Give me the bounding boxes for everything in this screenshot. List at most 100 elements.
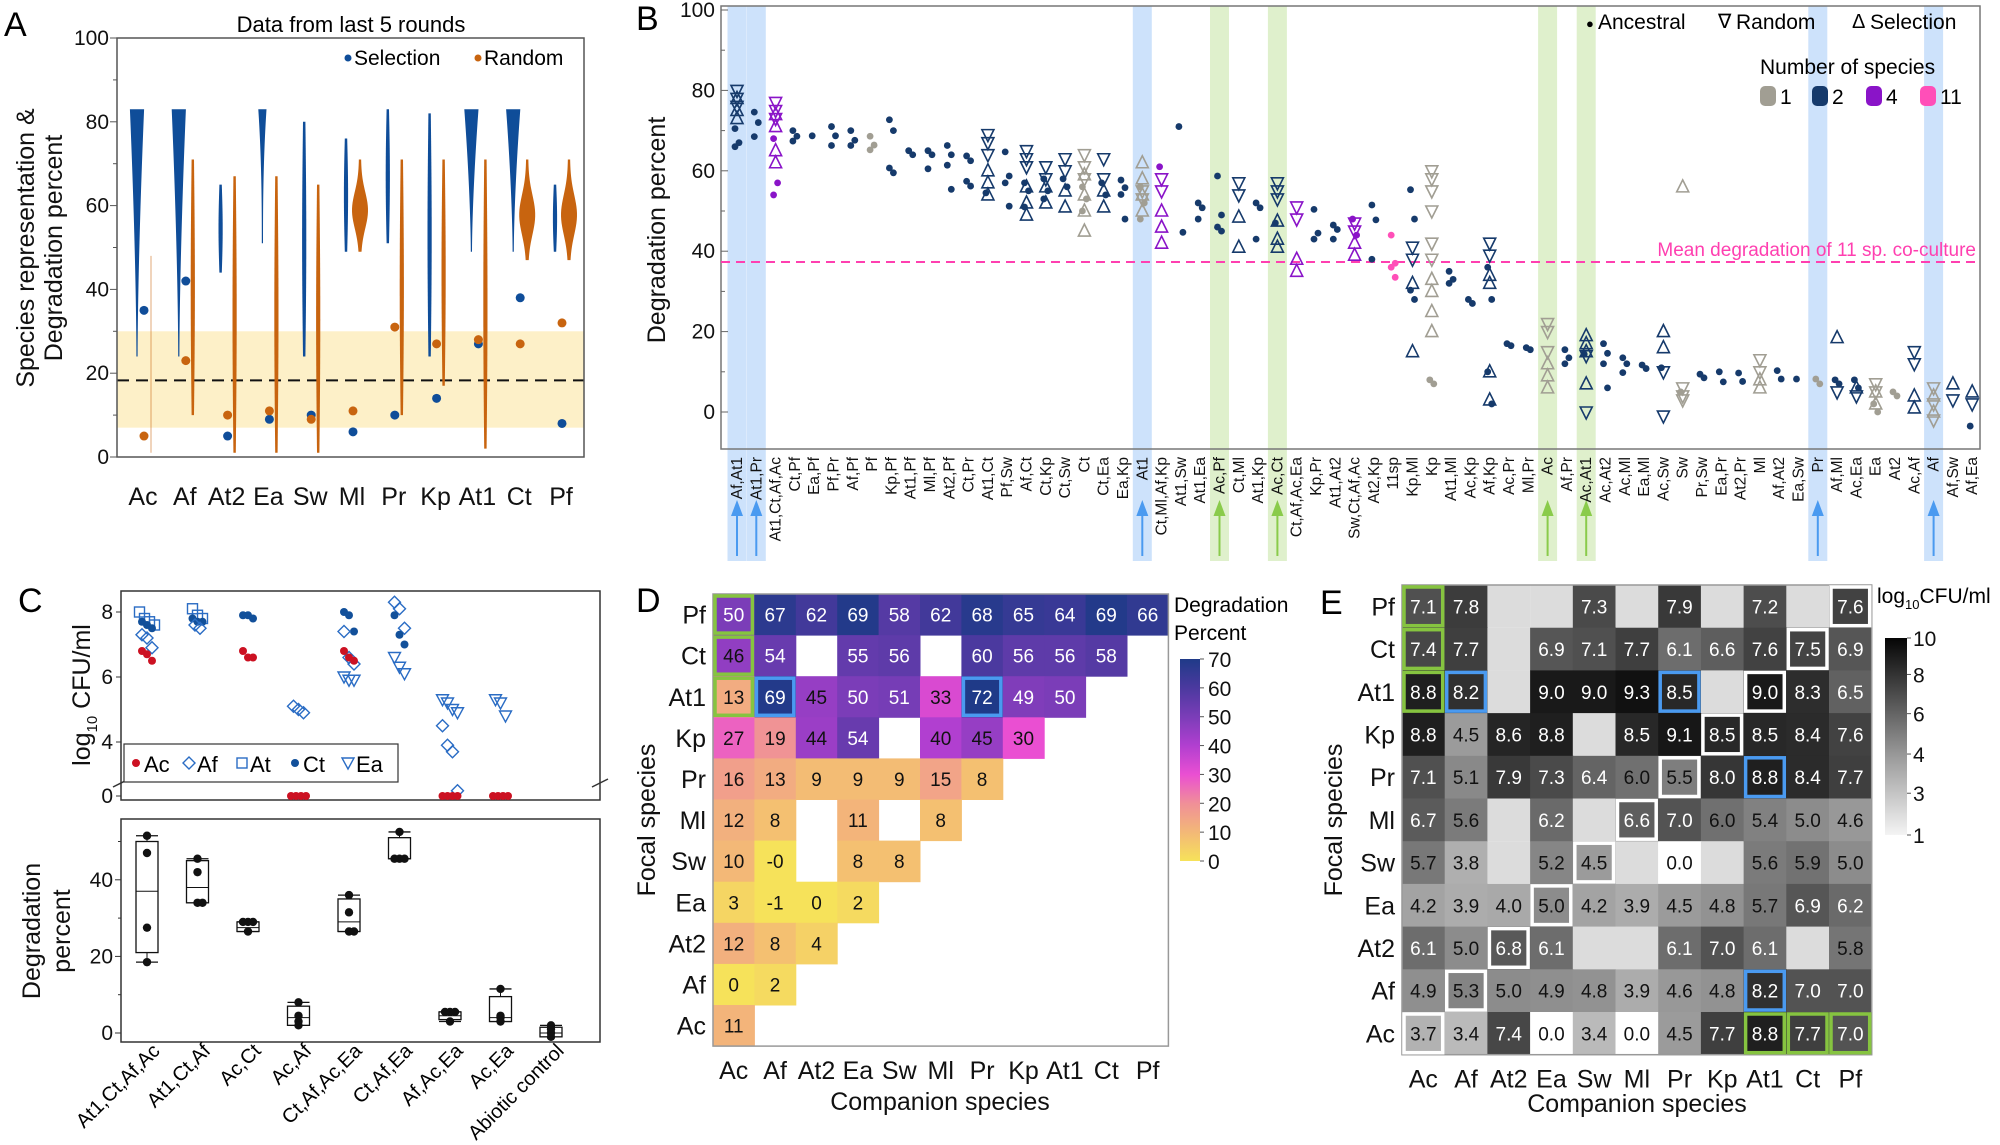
heatmap-cell-At1-At1 bbox=[1743, 670, 1787, 714]
heatmap-cell-missing bbox=[1487, 798, 1531, 842]
random-point bbox=[1231, 189, 1247, 204]
heatmap-cell-value: 3.9 bbox=[1624, 982, 1650, 1003]
panel-label-b: B bbox=[636, 0, 659, 38]
heatmap-cell-missing bbox=[1572, 926, 1616, 970]
heatmap-cell-value: 9.0 bbox=[1752, 683, 1778, 704]
heatmap-cell-Ml-Ac bbox=[713, 799, 755, 842]
heatmap-cell-At1-At1 bbox=[1044, 676, 1087, 718]
ancestral-point bbox=[1739, 378, 1746, 385]
heatmap-cell-value: 5.4 bbox=[1752, 811, 1779, 832]
x-category-label: Pr,Sw bbox=[1694, 456, 1711, 497]
panel-c-bottom-ylabel-line1: Degradation bbox=[18, 863, 46, 999]
heatmap-cell-Pf-At1 bbox=[1743, 585, 1787, 629]
random-point bbox=[1424, 165, 1440, 180]
green-highlight-outline bbox=[1829, 1012, 1872, 1055]
row-label: Ml bbox=[680, 807, 706, 835]
x-category-label: Af bbox=[173, 483, 197, 511]
panel-label-d: D bbox=[636, 582, 661, 620]
ancestral-point bbox=[789, 127, 797, 134]
heatmap-cell-value: 5.6 bbox=[1453, 811, 1479, 832]
heatmap-cell-Pr-At2 bbox=[795, 758, 838, 800]
random-point bbox=[980, 128, 996, 144]
heatmap-cell-missing bbox=[1700, 670, 1744, 714]
x-category-label: Ct,Ea bbox=[1096, 457, 1113, 496]
heatmap-cell-value: 4.5 bbox=[1666, 896, 1692, 917]
x-category-label: At1,Pf bbox=[903, 456, 920, 499]
violin-random-Af bbox=[190, 159, 195, 416]
point-selection-Ct bbox=[515, 293, 525, 303]
x-category-label: At1,Ct bbox=[980, 456, 997, 500]
row-label: At2 bbox=[668, 930, 706, 958]
colorbar-tick-label: 4 bbox=[1913, 744, 1925, 767]
cfu-point-Ac bbox=[148, 656, 156, 665]
ancestral-point bbox=[1488, 296, 1496, 303]
point-selection-Ac bbox=[139, 305, 149, 315]
highlight-band-At1 bbox=[1132, 6, 1152, 561]
ancestral-point bbox=[967, 157, 974, 165]
selection-point bbox=[1964, 383, 1980, 398]
colorbar-tick-label: 3 bbox=[1913, 783, 1925, 806]
random-point bbox=[1289, 201, 1304, 216]
ancestral-point bbox=[1874, 408, 1882, 416]
heatmap-cell-value: 8.5 bbox=[1752, 725, 1778, 746]
degradation-point bbox=[198, 898, 207, 907]
heatmap-cell-value: 9 bbox=[853, 770, 864, 791]
heatmap-cell-value: 6.7 bbox=[1410, 811, 1436, 832]
heatmap-cell-Ea-Ml bbox=[1615, 883, 1659, 928]
selection-point bbox=[1482, 274, 1497, 290]
heatmap-cell-At1-At2 bbox=[795, 676, 838, 718]
cfu-point-Ct bbox=[395, 630, 404, 639]
selection-point bbox=[1231, 208, 1247, 223]
violin-random-Ct bbox=[519, 159, 536, 261]
selection-point bbox=[980, 174, 996, 189]
heatmap-cell-value: 7.7 bbox=[1837, 768, 1863, 789]
heatmap-cell-Kp-At1 bbox=[1743, 713, 1787, 757]
highlight-band-Ac,At1 bbox=[1576, 6, 1596, 561]
selection-point bbox=[1135, 170, 1150, 185]
heatmap-cell-value: 5.9 bbox=[1794, 854, 1820, 875]
colorbar-tick-label: 10 bbox=[1208, 822, 1231, 845]
heatmap-cell-Ct-Pr bbox=[961, 635, 1004, 677]
x-category-label: Pf bbox=[864, 456, 881, 471]
heatmap-frame bbox=[1401, 584, 1873, 1056]
ancestral-point bbox=[1391, 273, 1399, 281]
heatmap-cell-value: 6.8 bbox=[1496, 939, 1522, 960]
heatmap-cell-value: 4.2 bbox=[1410, 896, 1436, 917]
heatmap-cell-Ea-Ea bbox=[1530, 883, 1574, 928]
white-highlight-outline bbox=[1487, 926, 1530, 970]
column-label: At2 bbox=[798, 1057, 836, 1085]
heatmap-cell-Pf-At1 bbox=[1044, 594, 1087, 636]
ancestral-point bbox=[886, 116, 893, 124]
heatmap-cell-At1-Ct bbox=[1786, 670, 1830, 714]
degradation-point bbox=[294, 1021, 303, 1030]
box-At1,Ct,Af bbox=[185, 860, 210, 904]
selection-point bbox=[1829, 328, 1845, 344]
x-category-label: 11sp bbox=[1385, 457, 1402, 489]
cfu-point-Af bbox=[387, 595, 402, 610]
heatmap-cell-value: 7.1 bbox=[1410, 597, 1436, 618]
heatmap-cell-Sw-At1 bbox=[1743, 841, 1787, 885]
heatmap-cell-Pf-Af bbox=[754, 594, 797, 636]
degradation-point bbox=[294, 1011, 303, 1020]
heatmap-cell-Pf-Ac bbox=[713, 594, 755, 636]
heatmap-cell-Ea-At2 bbox=[795, 881, 838, 924]
selection-point bbox=[1096, 182, 1111, 197]
x-category-label: At1,Ct,Af,Ac bbox=[72, 1040, 165, 1133]
x-category-label: Ct,Pf bbox=[787, 456, 804, 491]
legend-marker-selection bbox=[344, 54, 352, 62]
random-point bbox=[1154, 185, 1169, 200]
random-point bbox=[768, 96, 783, 112]
heatmap-cell-Kp-Ml bbox=[920, 717, 962, 759]
ancestral-point bbox=[1372, 216, 1380, 224]
ancestral-point bbox=[1407, 186, 1414, 194]
heatmap-cell-Sw-Sw bbox=[878, 840, 921, 883]
green-highlight-outline bbox=[1402, 670, 1445, 713]
heatmap-cell-missing bbox=[1572, 713, 1616, 756]
point-random-Pf bbox=[557, 318, 567, 328]
x-category-label: Pr bbox=[381, 483, 406, 511]
heatmap-cell-Ac-Ea bbox=[1530, 1012, 1574, 1056]
selection-point bbox=[1270, 238, 1285, 253]
panel-a-ylabel-line2: Degradation percent bbox=[40, 135, 68, 362]
random-point bbox=[1347, 217, 1362, 232]
heatmap-cell-value: 45 bbox=[972, 729, 993, 750]
